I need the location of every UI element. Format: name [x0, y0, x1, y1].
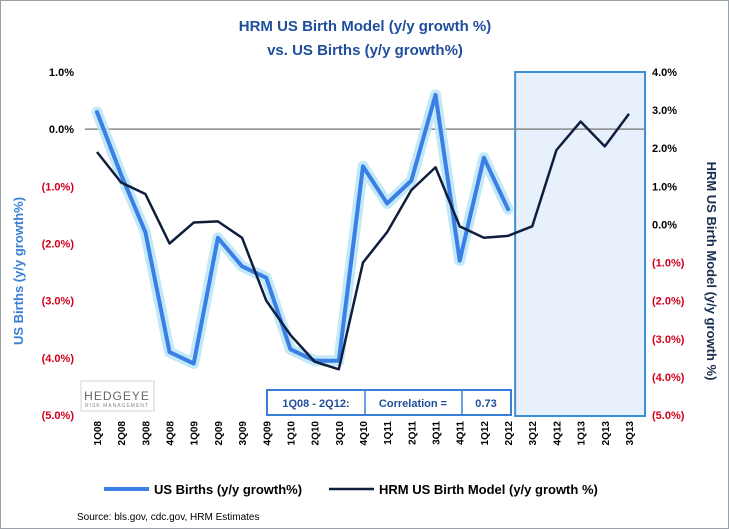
right-tick-label: (2.0%)	[652, 296, 685, 308]
chart-subtitle: vs. US Births (y/y growth%)	[267, 42, 463, 59]
x-tick-label: 4Q11	[456, 421, 467, 445]
x-tick-label: 3Q10	[335, 421, 346, 446]
logo-box	[80, 380, 155, 412]
logo-tagline: RISK MANAGEMENT	[85, 403, 149, 409]
x-tick-label: 3Q12	[528, 421, 539, 446]
right-axis-label: HRM US Birth Model (y/y growth %)	[704, 162, 719, 381]
x-tick-label: 3Q11	[432, 421, 443, 445]
left-tick-label: (4.0%)	[42, 353, 75, 365]
x-tick-label: 4Q10	[359, 421, 370, 446]
left-axis-label: US Births (y/y growth%)	[11, 197, 26, 345]
right-tick-label: 2.0%	[652, 143, 677, 155]
left-tick-label: 1.0%	[49, 67, 74, 79]
hedgeye-logo: HEDGEYE RISK MANAGEMENT	[80, 380, 155, 412]
x-tick-label: 4Q12	[552, 421, 563, 446]
correlation-box-border	[266, 389, 512, 416]
right-tick-label: 3.0%	[652, 105, 677, 117]
x-tick-label: 3Q13	[625, 421, 636, 446]
series-us-births-glow	[91, 89, 514, 370]
x-tick-label: 1Q13	[577, 421, 588, 446]
correlation-box: 1Q08 - 2Q12: Correlation = 0.73	[266, 389, 512, 416]
left-tick-label: (1.0%)	[42, 181, 75, 193]
right-axis-ticks: 4.0% 3.0% 2.0% 1.0% 0.0% (1.0%) (2.0%) (3.0%) (4…	[652, 67, 685, 422]
left-axis-ticks: 1.0% 0.0% (1.0%) (2.0%) (3.0%) (4.0%) (5.0%)	[42, 67, 75, 422]
x-tick-label: 4Q09	[262, 421, 273, 446]
left-tick-label: 0.0%	[49, 124, 74, 136]
right-tick-label: 1.0%	[652, 181, 677, 193]
correlation-label: Correlation =	[379, 398, 447, 410]
series-us-births-line	[95, 92, 511, 366]
left-tick-label: (2.0%)	[42, 239, 75, 251]
x-tick-label: 2Q11	[407, 421, 418, 445]
left-tick-label: (5.0%)	[42, 410, 75, 422]
legend-label-hrm-model: HRM US Birth Model (y/y growth %)	[379, 482, 598, 497]
right-tick-label: (3.0%)	[652, 334, 685, 346]
x-tick-label: 2Q08	[117, 421, 128, 446]
x-tick-label: 2Q12	[504, 421, 515, 446]
right-tick-label: (5.0%)	[652, 410, 685, 422]
right-tick-label: (4.0%)	[652, 372, 685, 384]
correlation-value: 0.73	[475, 398, 496, 410]
x-tick-label: 3Q08	[141, 421, 152, 446]
x-tick-label: 2Q09	[214, 421, 225, 446]
right-tick-label: 4.0%	[652, 67, 677, 79]
chart-title: HRM US Birth Model (y/y growth %)	[239, 18, 492, 35]
left-tick-label: (3.0%)	[42, 296, 75, 308]
x-tick-label: 3Q09	[238, 421, 249, 446]
correlation-period: 1Q08 - 2Q12:	[282, 398, 349, 410]
x-axis-ticks: 1Q08 2Q08 3Q08 4Q08 1Q09 2Q09 3Q09 4Q09 1Q10 2Q10…	[93, 421, 636, 446]
logo-name: HEDGEYE	[84, 389, 150, 403]
source-note: Source: bls.gov, cdc.gov, HRM Estimates	[77, 512, 259, 523]
x-tick-label: 1Q09	[190, 421, 201, 446]
right-tick-label: (1.0%)	[652, 258, 685, 270]
x-tick-label: 4Q08	[166, 421, 177, 446]
series-layer	[91, 89, 630, 371]
x-tick-label: 2Q13	[601, 421, 612, 446]
right-tick-label: 0.0%	[652, 219, 677, 231]
x-tick-label: 2Q10	[311, 421, 322, 446]
x-tick-label: 1Q08	[93, 421, 104, 446]
legend-label-us-births: US Births (y/y growth%)	[154, 482, 302, 497]
x-tick-label: 1Q11	[383, 421, 394, 445]
legend: US Births (y/y growth%) HRM US Birth Mod…	[104, 482, 598, 497]
x-tick-label: 1Q12	[480, 421, 491, 446]
x-tick-label: 1Q10	[286, 421, 297, 446]
